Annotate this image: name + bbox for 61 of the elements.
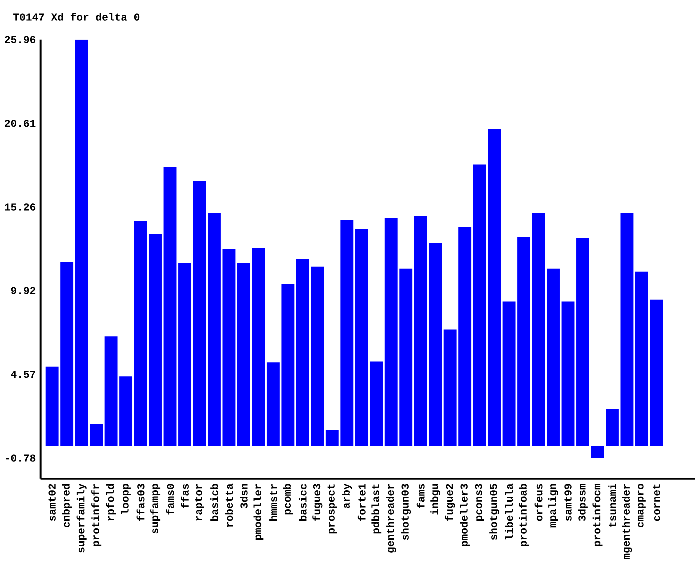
x-tick-label: pcomb (283, 484, 294, 514)
x-tick-label: pmodeller3 (460, 484, 470, 546)
x-tick-label: robetta (225, 484, 234, 527)
x-tick-label: tsunami (608, 484, 616, 527)
bar (562, 302, 575, 446)
x-tick-label: libellula (505, 484, 514, 540)
x-tick-label: raptor (195, 484, 204, 520)
x-tick-label: mgenthreader (622, 484, 632, 560)
bar (193, 180, 206, 446)
x-tick-label: inbgu (430, 484, 441, 515)
x-tick-label: fugue2 (445, 484, 456, 521)
x-tick-label: samt02 (48, 484, 56, 521)
x-tick-label: fams (416, 484, 425, 508)
chart-title: T0147 Xd for delta 0 (14, 12, 140, 21)
x-tick-label: forte1 (358, 484, 366, 521)
bar (164, 166, 177, 446)
x-tick-label: arby (342, 484, 352, 508)
y-tick-label: 9.92 (11, 287, 36, 294)
y-tick-label: 20.61 (5, 120, 36, 127)
bar (547, 268, 560, 446)
x-tick-label: genthreader (386, 484, 396, 553)
bar (134, 220, 148, 446)
x-tick-label: basicc (299, 484, 307, 521)
x-tick-label: protinfofr (92, 484, 102, 546)
bar (208, 212, 221, 446)
x-tick-label: shotgun05 (490, 484, 500, 540)
bar (178, 262, 192, 446)
bar (149, 234, 162, 446)
x-tick-label: fugue3 (312, 484, 323, 521)
bar (576, 238, 590, 446)
x-tick-label: samt99 (564, 484, 572, 521)
x-tick-label: pmodeller (254, 484, 264, 540)
x-tick-label: cornet (653, 484, 660, 521)
x-tick-label: basicb (210, 484, 218, 521)
x-tick-label: rpfold (106, 484, 116, 520)
y-tick-label: 15.26 (5, 203, 36, 211)
x-tick-label: pcons3 (475, 484, 484, 521)
x-tick-label: protinfocm (592, 484, 603, 546)
x-tick-label: prospect (328, 484, 338, 534)
x-tick-label: ffas (181, 484, 189, 508)
x-tick-label: 3dpssm (578, 484, 588, 521)
x-tick-label: cmappro (638, 484, 646, 528)
y-tick-label: 25.96 (5, 36, 36, 44)
x-tick-label: shotgun03 (401, 484, 412, 540)
bar (532, 212, 546, 446)
x-tick-label: 3dsn (240, 484, 248, 508)
bar (222, 248, 236, 446)
y-tick-label: -0.78 (6, 454, 36, 462)
x-tick-label: hmmstr (270, 484, 278, 521)
x-tick-label: supfampp (150, 484, 161, 534)
x-tick-label: ffas03 (136, 484, 145, 521)
x-tick-label: orfeus (534, 484, 543, 521)
x-tick-label: fams0 (166, 484, 174, 515)
x-tick-label: loopp (121, 484, 131, 514)
y-tick-label: 4.57 (11, 370, 36, 378)
x-tick-label: superfamily (76, 484, 87, 553)
bar (591, 446, 604, 458)
x-tick-label: mpalign (548, 484, 558, 528)
x-tick-label: pdbblast (372, 484, 382, 534)
x-tick-label: protinfoab (519, 484, 530, 546)
x-tick-label: cnbpred (62, 484, 72, 528)
